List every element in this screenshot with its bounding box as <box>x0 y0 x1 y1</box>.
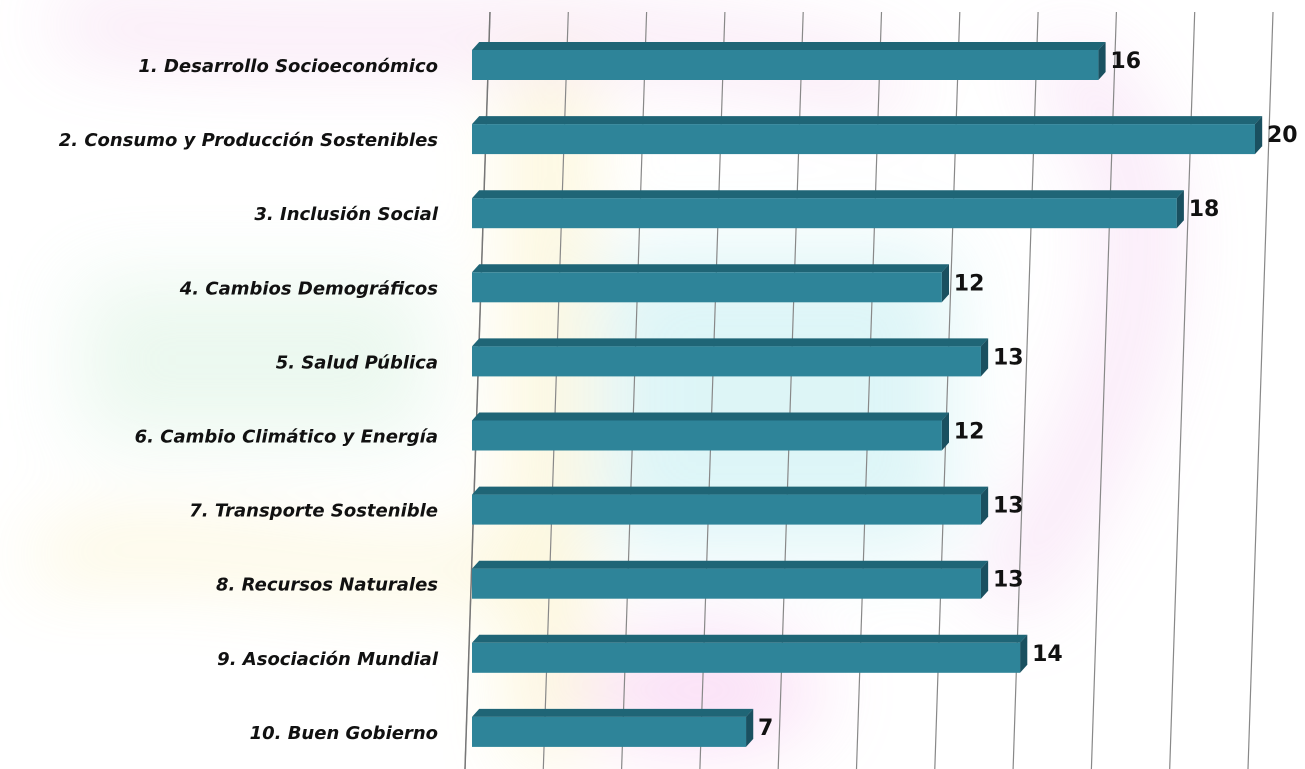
category-label: 4. Cambios Demográficos <box>179 278 439 299</box>
bar-side <box>1020 634 1028 673</box>
bar-side <box>980 338 989 377</box>
category-label: 6. Cambio Climático y Energía <box>135 427 438 448</box>
bar-side <box>980 560 989 599</box>
bar <box>472 560 989 599</box>
bar-side <box>1176 190 1184 229</box>
value-label: 12 <box>954 420 985 445</box>
bar-front <box>472 420 942 451</box>
bar <box>472 708 754 747</box>
value-label: 13 <box>993 494 1024 519</box>
value-label: 16 <box>1110 49 1141 74</box>
category-label: 9. Asociación Mundial <box>217 649 439 670</box>
bar-top <box>472 486 989 495</box>
bar-front <box>472 50 1099 80</box>
bar-side <box>1255 116 1263 155</box>
bar-front <box>472 272 942 303</box>
bar-top <box>472 42 1106 50</box>
value-label: 18 <box>1189 197 1220 222</box>
bar-front <box>472 346 981 377</box>
bar <box>472 190 1184 229</box>
bar-front <box>472 198 1177 229</box>
category-label: 3. Inclusión Social <box>254 204 438 225</box>
category-label: 2. Consumo y Producción Sostenibles <box>59 130 439 151</box>
value-label: 13 <box>993 568 1024 593</box>
bar <box>472 338 989 377</box>
bar-top <box>472 264 949 273</box>
bar <box>472 264 949 303</box>
bars: 1. Desarrollo Socioeconómico 16 2. Consumo… <box>59 42 1298 747</box>
bar-front <box>472 124 1255 155</box>
category-label: 8. Recursos Naturales <box>216 575 438 596</box>
grid-line <box>1247 11 1274 769</box>
bar-front <box>472 642 1021 673</box>
bar-top <box>472 708 754 717</box>
bar-side <box>941 264 949 303</box>
value-label: 20 <box>1267 123 1298 148</box>
category-label: 1. Desarrollo Socioeconómico <box>138 56 438 77</box>
category-label: 7. Transporte Sostenible <box>189 501 438 522</box>
bar <box>472 116 1263 155</box>
bar-side <box>980 486 989 525</box>
bar <box>472 486 989 525</box>
bar-top <box>472 190 1184 199</box>
bar <box>472 412 949 451</box>
value-label: 7 <box>758 716 773 741</box>
bar-side <box>1098 42 1106 80</box>
category-label: 5. Salud Pública <box>276 352 438 373</box>
bar-top <box>472 634 1028 643</box>
bar-top <box>472 560 989 569</box>
bar <box>472 42 1106 80</box>
bar-front <box>472 716 747 747</box>
bar-top <box>472 338 989 347</box>
bar-top <box>472 412 949 421</box>
value-label: 12 <box>954 271 985 296</box>
bar <box>472 634 1028 673</box>
bar-front <box>472 568 981 599</box>
bar-front <box>472 494 981 525</box>
bar-side <box>941 412 949 451</box>
category-label: 10. Buen Gobierno <box>250 723 438 744</box>
value-label: 14 <box>1032 642 1063 667</box>
value-label: 13 <box>993 345 1024 370</box>
bar-top <box>472 116 1263 125</box>
bar-side <box>746 708 754 747</box>
